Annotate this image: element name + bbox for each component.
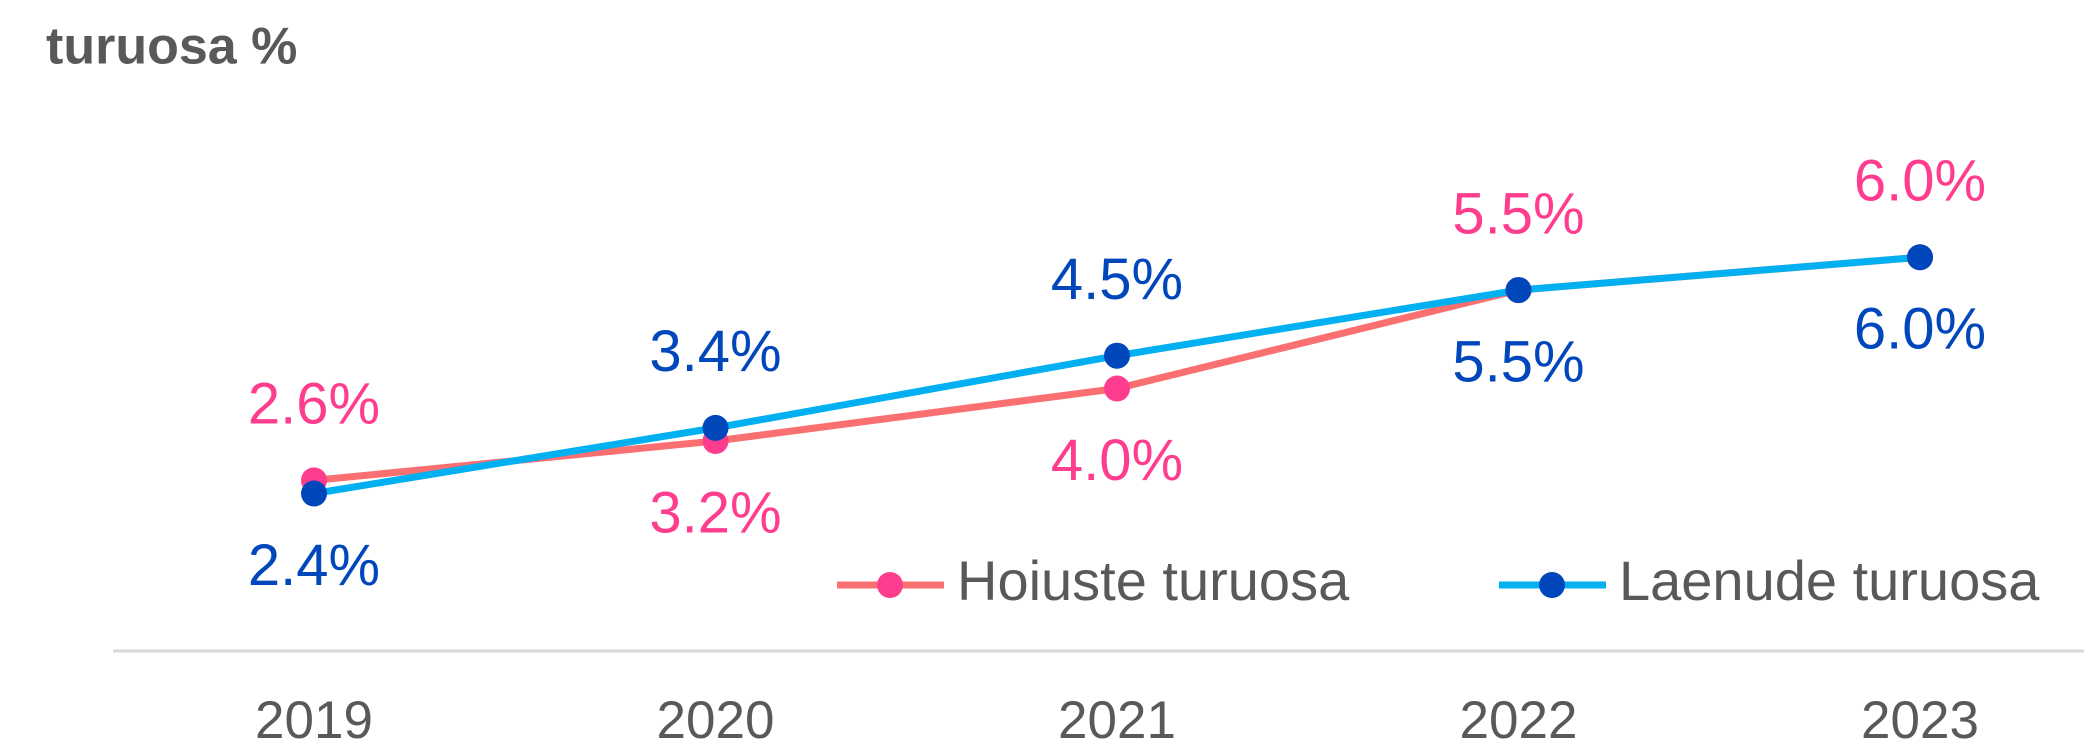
marker bbox=[1907, 244, 1933, 271]
legend-label: Laenude turuosa bbox=[1619, 549, 2040, 612]
data-label: 5.5% bbox=[1452, 329, 1584, 394]
marker bbox=[1104, 342, 1130, 369]
data-label: 2.6% bbox=[248, 372, 380, 437]
marker bbox=[1505, 277, 1532, 304]
legend-marker bbox=[1539, 572, 1565, 598]
legend-label: Hoiuste turuosa bbox=[957, 549, 1350, 612]
data-label: 5.5% bbox=[1452, 181, 1584, 246]
chart-title: turuosa % bbox=[46, 18, 297, 76]
x-tick-label: 2022 bbox=[1460, 691, 1578, 744]
data-label: 2.4% bbox=[248, 533, 380, 598]
x-tick-label: 2020 bbox=[657, 691, 775, 744]
x-tick-label: 2023 bbox=[1861, 691, 1979, 744]
x-tick-label: 2019 bbox=[255, 691, 373, 744]
data-label: 6.0% bbox=[1854, 297, 1986, 362]
x-tick-label: 2021 bbox=[1058, 691, 1176, 744]
data-label: 6.0% bbox=[1854, 149, 1986, 214]
data-label: 4.5% bbox=[1051, 247, 1183, 312]
data-label: 4.0% bbox=[1051, 428, 1183, 493]
data-label: 3.4% bbox=[649, 319, 781, 384]
legend-marker bbox=[877, 572, 903, 598]
data-label: 3.2% bbox=[649, 480, 781, 545]
marker bbox=[301, 480, 327, 507]
marker bbox=[702, 414, 729, 441]
marker bbox=[1104, 375, 1130, 402]
